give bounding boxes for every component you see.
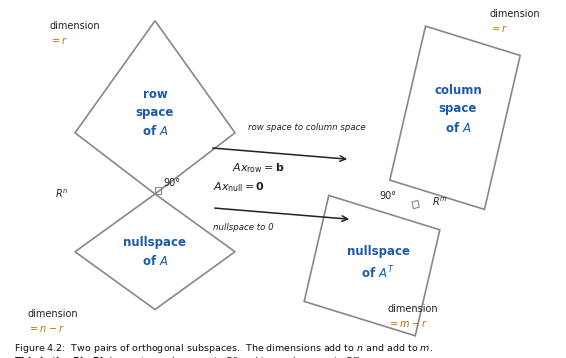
Text: nullspace to 0: nullspace to 0	[213, 223, 273, 232]
Text: $Ax_{\mathrm{null}} = \mathbf{0}$: $Ax_{\mathrm{null}} = \mathbf{0}$	[213, 180, 265, 194]
Text: $\mathbf{This\ is\ the\ Big\ Picture}$—two subspaces in $R^{n}$ and two subspace: $\mathbf{This\ is\ the\ Big\ Picture}$—t…	[14, 354, 363, 358]
Text: column
space
of $A$: column space of $A$	[434, 84, 482, 135]
Text: $Ax_{\mathrm{row}} = \mathbf{b}$: $Ax_{\mathrm{row}} = \mathbf{b}$	[232, 162, 285, 175]
Text: row space to column space: row space to column space	[248, 123, 366, 132]
Text: dimension: dimension	[28, 310, 79, 319]
Text: 90°: 90°	[163, 178, 180, 188]
Text: 90°: 90°	[379, 191, 396, 201]
Text: $= n-r$: $= n-r$	[28, 323, 65, 334]
Text: $= m-r$: $= m-r$	[388, 318, 428, 329]
Text: dimension: dimension	[490, 9, 541, 19]
Text: nullspace
of $A$: nullspace of $A$	[123, 236, 187, 268]
Text: $R^{m}$: $R^{m}$	[432, 196, 448, 208]
Text: row
space
of $A$: row space of $A$	[136, 88, 174, 139]
Text: nullspace
of $A^{T}$: nullspace of $A^{T}$	[346, 245, 409, 281]
Text: dimension: dimension	[388, 304, 439, 314]
Text: Figure 4.2:  Two pairs of orthogonal subspaces.  The dimensions add to $n$ and a: Figure 4.2: Two pairs of orthogonal subs…	[14, 342, 433, 355]
Text: dimension: dimension	[50, 21, 101, 31]
Text: $= r$: $= r$	[50, 35, 68, 46]
Text: $= r$: $= r$	[490, 23, 508, 34]
Text: $R^{n}$: $R^{n}$	[55, 188, 68, 200]
